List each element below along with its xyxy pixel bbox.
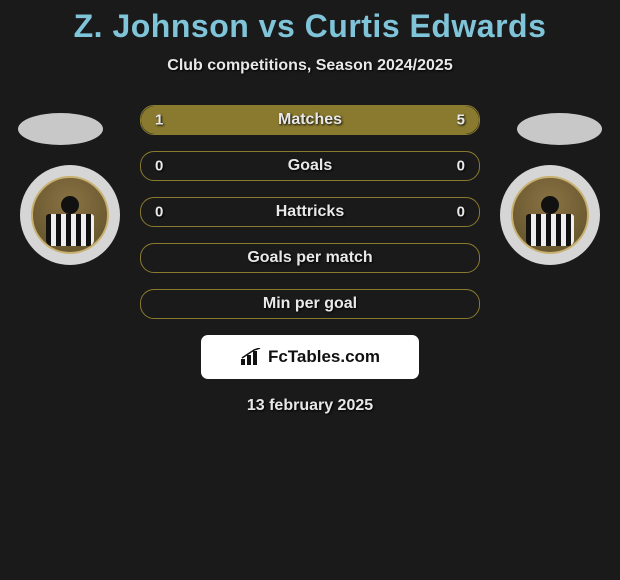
bar-chart-icon (240, 348, 264, 366)
stat-label: Goals per match (247, 249, 372, 267)
stat-value-left: 0 (155, 204, 163, 221)
club-badge-right (500, 165, 600, 265)
badge-inner-left (31, 176, 109, 254)
badge-inner-right (511, 176, 589, 254)
stat-row: 0 0 Goals (140, 151, 480, 181)
stat-row: 0 0 Hattricks (140, 197, 480, 227)
subtitle: Club competitions, Season 2024/2025 (0, 57, 620, 75)
stat-row: Goals per match (140, 243, 480, 273)
stat-value-right: 0 (457, 158, 465, 175)
stat-label: Min per goal (263, 295, 357, 313)
club-badge-left (20, 165, 120, 265)
stat-value-right: 5 (457, 112, 465, 129)
badge-ball-icon (61, 196, 79, 214)
stat-label: Matches (278, 111, 342, 129)
badge-stripes-icon (46, 214, 94, 246)
date-line: 13 february 2025 (0, 397, 620, 415)
brand-text: FcTables.com (268, 347, 380, 367)
stat-value-left: 0 (155, 158, 163, 175)
stats-container: 1 5 Matches 0 0 Goals 0 0 Hattricks Goals per mat… (140, 105, 480, 319)
comparison-area: 1 5 Matches 0 0 Goals 0 0 Hattricks Goals per mat… (0, 105, 620, 415)
stat-label: Hattricks (276, 203, 344, 221)
page-title: Z. Johnson vs Curtis Edwards (0, 0, 620, 45)
stat-value-left: 1 (155, 112, 163, 129)
brand-box[interactable]: FcTables.com (201, 335, 419, 379)
stat-row: Min per goal (140, 289, 480, 319)
stat-label: Goals (288, 157, 332, 175)
stat-value-right: 0 (457, 204, 465, 221)
player-silhouette-left (18, 113, 103, 145)
stat-row: 1 5 Matches (140, 105, 480, 135)
player-silhouette-right (517, 113, 602, 145)
badge-ball-icon (541, 196, 559, 214)
badge-stripes-icon (526, 214, 574, 246)
stat-fill-left (141, 106, 198, 134)
